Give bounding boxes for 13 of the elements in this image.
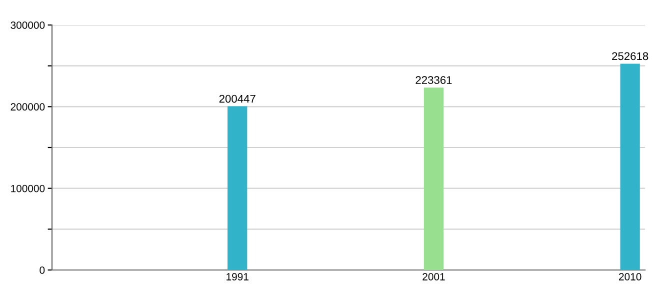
y-tick-label: 0 xyxy=(40,266,45,274)
data-label: 252618 xyxy=(612,52,648,60)
bar xyxy=(620,64,640,270)
y-tick-label: 200000 xyxy=(10,103,45,111)
x-tick-label: 2001 xyxy=(422,273,445,280)
y-tick-label: 100000 xyxy=(11,184,45,192)
x-tick-label: 2010 xyxy=(619,273,642,280)
bar xyxy=(228,106,248,270)
y-tick-label: 300000 xyxy=(10,22,45,29)
bar xyxy=(424,88,444,270)
data-label: 200447 xyxy=(219,94,256,103)
x-tick-label: 1991 xyxy=(226,273,248,280)
data-label: 223361 xyxy=(416,76,452,84)
